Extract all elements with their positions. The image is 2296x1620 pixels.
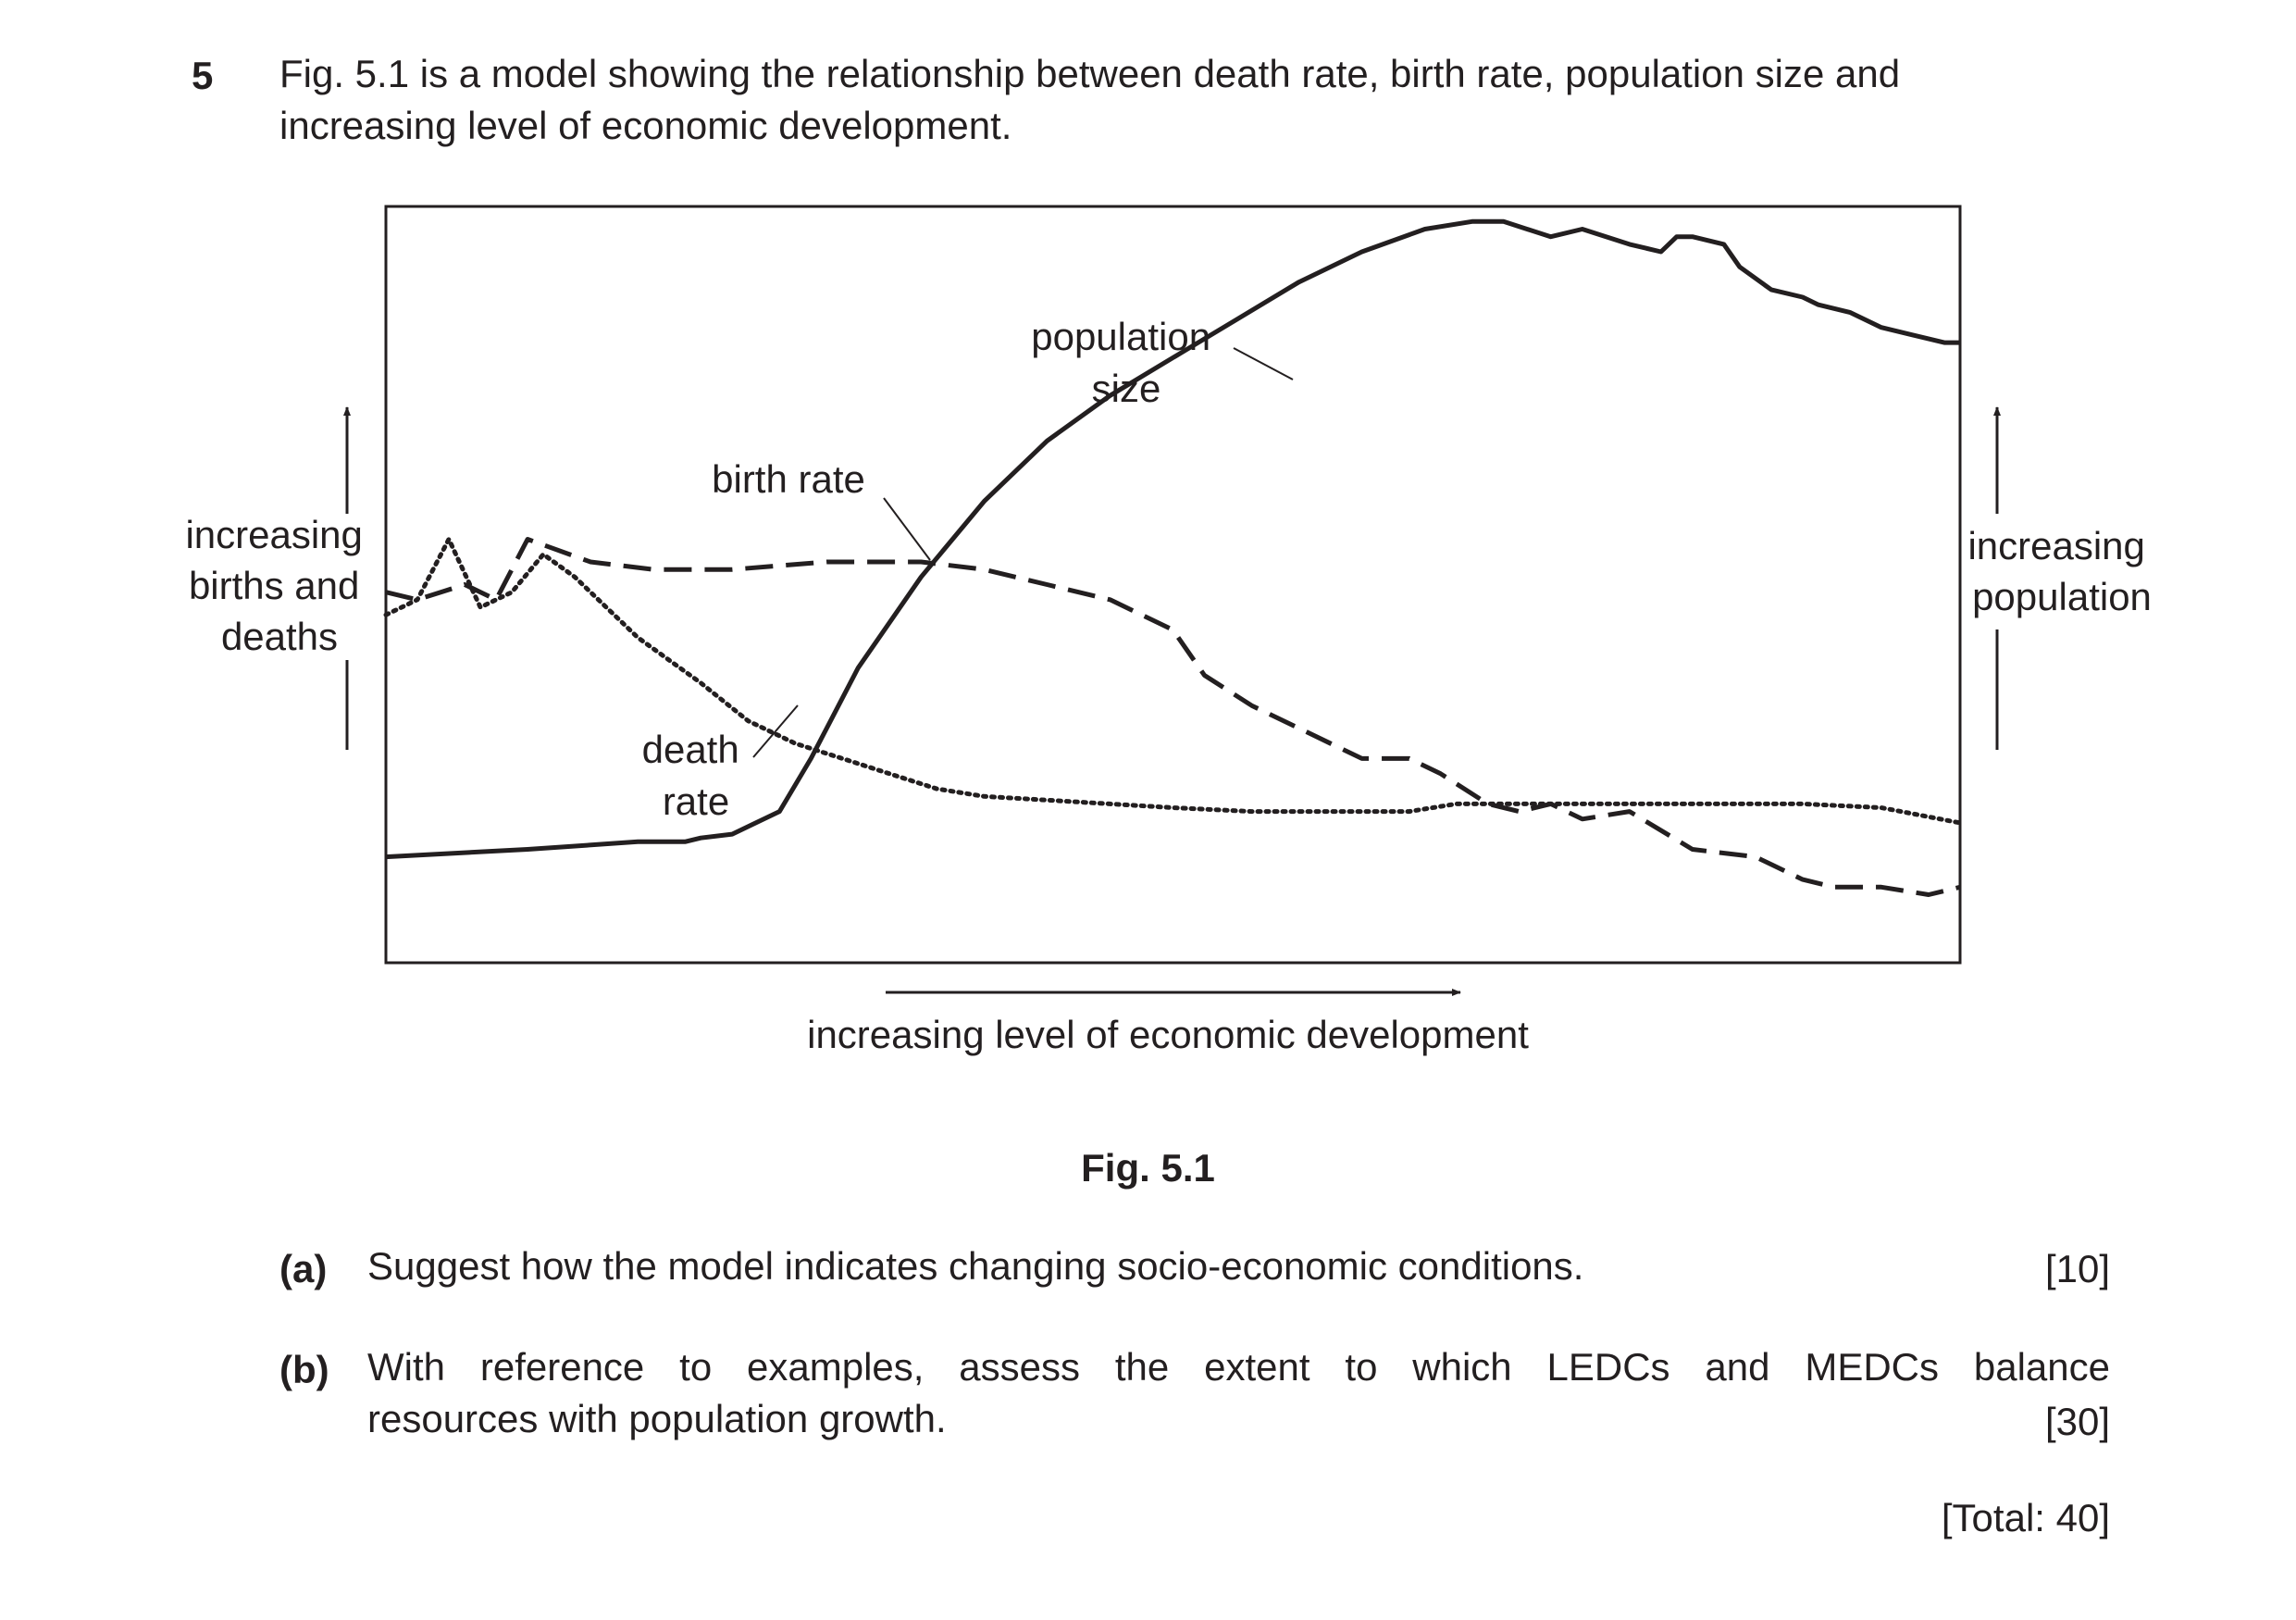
leader-population-size <box>1233 347 1294 380</box>
part-b-marks: [30] <box>2044 1400 2110 1443</box>
annotation-death-rate: death rate <box>642 728 751 823</box>
series-population-size-line <box>385 218 1960 860</box>
series-birth-rate-line <box>385 537 1961 897</box>
question-stem-line-2: increasing level of economic development… <box>279 104 1012 147</box>
leader-death-rate <box>752 704 799 758</box>
annotation-population-size: population size <box>1031 315 1222 410</box>
part-b-text-line-2: resources with population growth. <box>367 1397 947 1440</box>
x-axis-label: increasing level of economic development <box>807 1013 1529 1056</box>
part-a-marks: [10] <box>2044 1247 2110 1290</box>
right-axis-label: increasing population <box>1967 524 2155 618</box>
part-a-text: Suggest how the model indicates changing… <box>367 1244 1584 1288</box>
annotation-birth-rate: birth rate <box>712 457 865 501</box>
question-stem: Fig. 5.1 is a model showing the relation… <box>279 48 2110 152</box>
part-b-text-line-1: With reference to examples, assess the e… <box>367 1345 2110 1389</box>
total-marks: [Total: 40] <box>1941 1496 2110 1539</box>
question-number: 5 <box>192 54 214 97</box>
left-axis-label: increasing births and deaths <box>185 513 373 658</box>
question-stem-line-1: Fig. 5.1 is a model showing the relation… <box>279 52 1901 95</box>
leader-birth-rate <box>883 497 931 561</box>
series-layer <box>383 218 1963 897</box>
series-death-rate-line <box>383 537 1963 826</box>
chart-frame <box>384 205 1962 965</box>
figure-caption: Fig. 5.1 <box>1081 1146 1215 1190</box>
part-b-label: (b) <box>279 1348 329 1391</box>
part-a-label: (a) <box>279 1247 328 1290</box>
